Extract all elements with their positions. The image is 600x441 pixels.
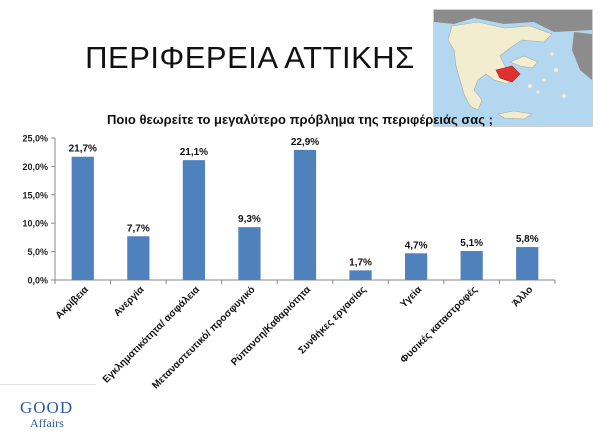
x-axis xyxy=(54,279,556,284)
bar xyxy=(405,253,428,280)
category-label: Εγκληματικότητα/ ασφάλεια xyxy=(101,284,203,386)
category-label: Ακρίβεια xyxy=(54,284,92,322)
bar xyxy=(349,270,372,280)
map-island xyxy=(550,52,554,56)
y-tick-label: 10,0% xyxy=(22,219,48,229)
bar-value-label: 5,1% xyxy=(460,238,483,249)
bar-value-label: 21,7% xyxy=(69,144,97,155)
bar-value-label: 22,9% xyxy=(291,137,319,148)
y-tick-label: 5,0% xyxy=(27,247,48,257)
bar-value-label: 7,7% xyxy=(127,223,150,234)
map-neighbor-countries xyxy=(434,10,592,32)
category-label: Υγεία xyxy=(398,284,424,310)
y-tick-label: 0,0% xyxy=(27,276,48,286)
logo-good-text: GOOD xyxy=(20,398,74,417)
bar-chart: 0,0%5,0%10,0%15,0%20,0%25,0% 21,7%7,7%21… xyxy=(22,134,556,390)
bar-value-label: 4,7% xyxy=(405,240,428,251)
map-island xyxy=(553,67,559,73)
map-attica-highlight xyxy=(495,65,521,83)
bar xyxy=(460,251,483,280)
region-locator-map xyxy=(433,9,593,127)
slide-title: ΠΕΡΙΦΕΡΕΙΑ ΑΤΤΙΚΗΣ xyxy=(85,40,415,75)
divider xyxy=(0,384,96,385)
bar-value-label: 9,3% xyxy=(238,214,261,225)
good-affairs-logo: GOOD Affairs xyxy=(20,398,80,431)
y-axis: 0,0% 5,0% 10,0% 15,0% 20,0% 25,0% xyxy=(22,134,56,286)
map-island xyxy=(562,94,566,98)
y-tick-label: 20,0% xyxy=(22,162,48,172)
map-island xyxy=(536,90,540,94)
category-label: Ανεργία xyxy=(112,284,147,319)
chart-title: Ποιο θεωρείτε το μεγαλύτερο πρόβλημα της… xyxy=(106,112,493,127)
bar xyxy=(127,236,150,280)
map-crete xyxy=(497,110,533,120)
data-labels: 21,7% 7,7% 21,1% 9,3% 22,9% 1,7% 4,7% 5,1% 5,8% xyxy=(69,137,539,268)
bar-value-label: 21,1% xyxy=(180,147,208,158)
bar xyxy=(71,156,94,280)
bar-value-label: 1,7% xyxy=(349,257,372,268)
bar xyxy=(516,247,539,280)
map-island xyxy=(542,78,546,82)
map-turkey xyxy=(572,32,592,80)
map-island xyxy=(528,84,532,88)
bar xyxy=(238,227,261,280)
bar xyxy=(182,160,205,280)
map-evia xyxy=(509,55,539,69)
y-tick-label: 25,0% xyxy=(22,134,48,144)
logo-affairs-text: Affairs xyxy=(30,416,64,430)
bar-value-label: 5,8% xyxy=(516,234,539,245)
bar xyxy=(293,149,317,280)
category-label: Άλλο xyxy=(510,284,535,309)
bar-series xyxy=(71,149,539,280)
map-mainland xyxy=(447,21,553,111)
greece-map-graphic xyxy=(434,10,592,126)
y-tick-label: 15,0% xyxy=(22,190,48,200)
category-label: Μεταναστευτικό/ προσφυγικό xyxy=(150,284,257,390)
